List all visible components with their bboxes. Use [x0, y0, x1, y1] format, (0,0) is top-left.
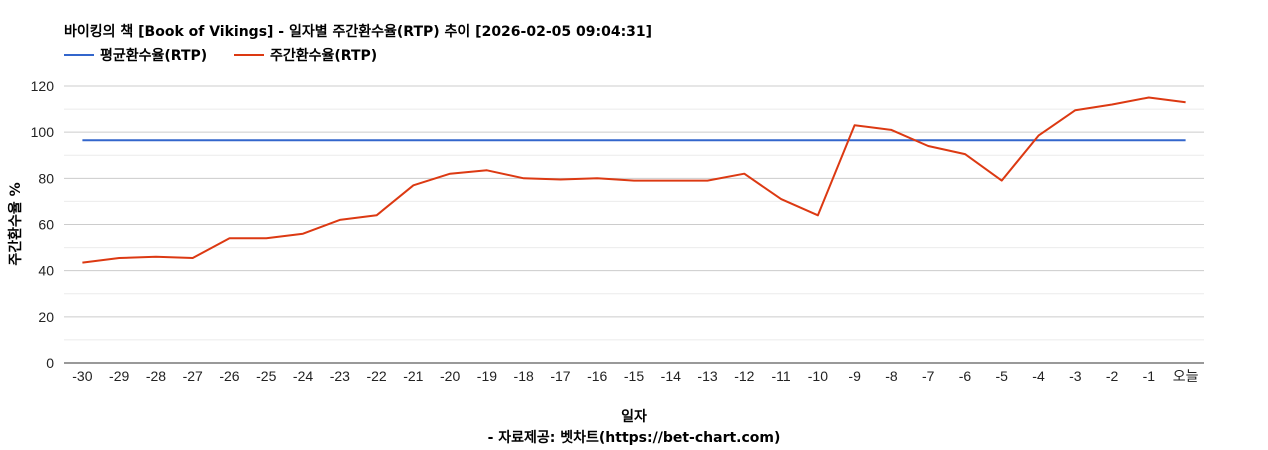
x-tick-label: -4 — [1032, 368, 1045, 384]
x-tick-label: -22 — [366, 368, 386, 384]
x-axis-ticks: -30 -29 -28 -27 -26 -25 -24 -23 -22 -21 -20 -19 -18-… — [72, 368, 1198, 384]
x-tick-label: -1 — [1143, 368, 1156, 384]
x-tick-label: -8 — [885, 368, 898, 384]
gridlines — [64, 85, 1204, 364]
x-tick-label: -6 — [959, 368, 972, 384]
legend-label-average: 평균환수율(RTP) — [100, 47, 207, 64]
y-axis-ticks: 0 20 40 60 80 100 120 — [31, 78, 55, 371]
x-tick-label: -13 — [697, 368, 717, 384]
x-tick-label: -3 — [1069, 368, 1082, 384]
x-tick-label: -5 — [996, 368, 1009, 384]
legend-item-average[interactable]: 평균환수율(RTP) — [64, 47, 207, 64]
x-tick-label: -16 — [587, 368, 607, 384]
legend: 평균환수율(RTP) 주간환수율(RTP) — [64, 47, 377, 64]
x-tick-label: -27 — [183, 368, 203, 384]
x-tick-label: -2 — [1106, 368, 1119, 384]
x-tick-label: -23 — [330, 368, 350, 384]
x-tick-label: -12 — [734, 368, 754, 384]
x-tick-label: -11 — [771, 368, 790, 384]
x-tick-label: -10 — [808, 368, 828, 384]
y-tick-label: 120 — [31, 78, 55, 94]
y-axis-title: 주간환수율 % — [7, 182, 24, 265]
x-tick-label: -21 — [403, 368, 423, 384]
y-tick-label: 80 — [38, 170, 54, 186]
source-credit[interactable]: - 자료제공: 벳차트(https://bet-chart.com) — [488, 429, 781, 446]
chart-title: 바이킹의 책 [Book of Vikings] - 일자별 주간환수율(RTP… — [64, 23, 652, 40]
x-axis-title: 일자 — [621, 409, 647, 425]
x-tick-label: 오늘 — [1173, 368, 1199, 384]
x-tick-label: -15 — [624, 368, 644, 384]
series-line-weekly[interactable] — [82, 96, 1186, 264]
legend-label-weekly: 주간환수율(RTP) — [270, 47, 377, 64]
x-tick-label: -7 — [922, 368, 935, 384]
y-tick-label: 0 — [46, 355, 54, 371]
legend-item-weekly[interactable]: 주간환수율(RTP) — [234, 47, 377, 64]
x-tick-label: -20 — [440, 368, 460, 384]
x-tick-label: -17 — [550, 368, 570, 384]
x-tick-label: -25 — [256, 368, 276, 384]
x-tick-label: -26 — [219, 368, 239, 384]
y-tick-label: 40 — [38, 263, 54, 279]
x-tick-label: -24 — [293, 368, 313, 384]
y-tick-label: 60 — [38, 217, 54, 233]
x-tick-label: -30 — [72, 368, 92, 384]
x-tick-label: -9 — [848, 368, 861, 384]
x-tick-label: -19 — [477, 368, 497, 384]
y-tick-label: 20 — [38, 309, 54, 325]
x-tick-label: -29 — [109, 368, 129, 384]
x-tick-label: -14 — [661, 368, 681, 384]
x-tick-label: -28 — [146, 368, 166, 384]
series-lines — [82, 96, 1186, 264]
y-tick-label: 100 — [31, 124, 55, 140]
x-tick-label: -18 — [514, 368, 534, 384]
